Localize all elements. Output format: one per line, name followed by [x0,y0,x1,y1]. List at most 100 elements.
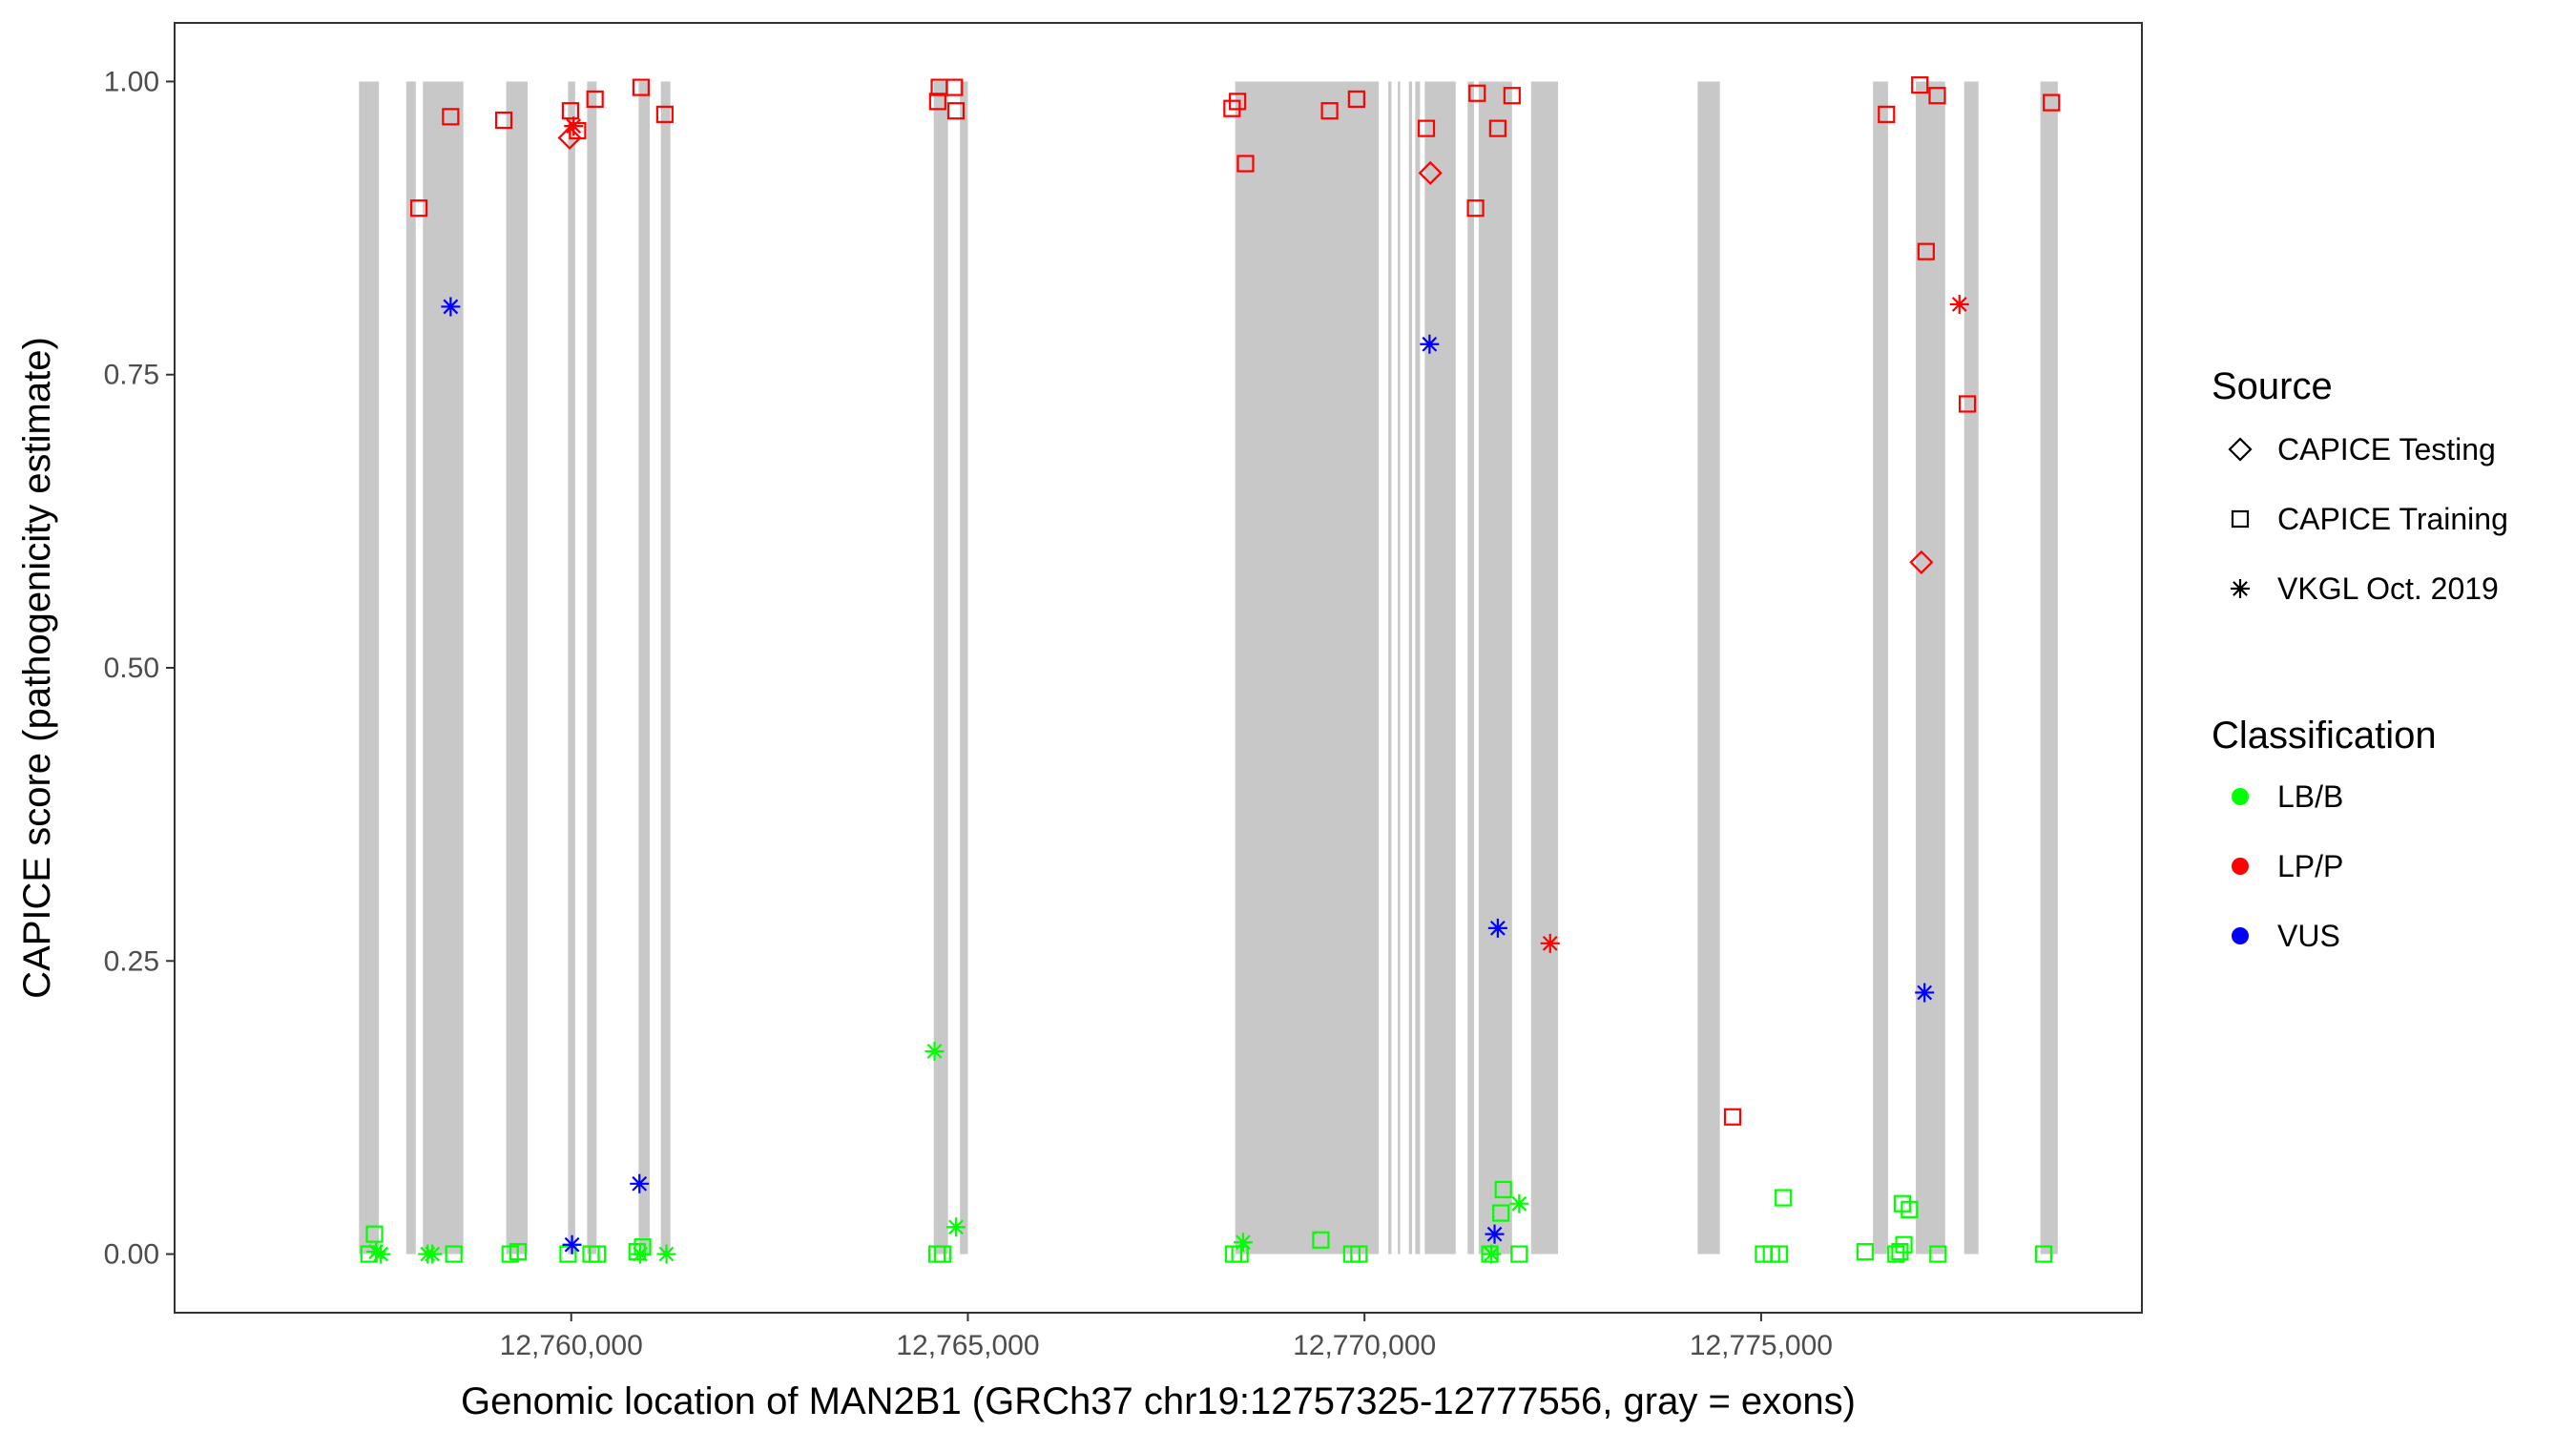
legend-source-key [2231,509,2250,529]
data-point [1510,1245,1528,1263]
legend-classification-title: Classification [2212,715,2437,757]
legend-source-key [2231,579,2250,598]
data-point [1895,1235,1913,1254]
square-marker [632,78,650,96]
asterisk-marker [924,1041,945,1061]
plot-panel-border [174,22,2143,1314]
data-point [1928,87,1946,105]
exon-band [1478,81,1512,1255]
square-marker [1895,1235,1913,1254]
legend-source-label: VKGL Oct. 2019 [2277,571,2499,606]
data-point [933,1245,951,1263]
exon-band [587,81,597,1255]
square-marker [1350,1245,1368,1263]
data-point [586,90,604,108]
asterisk-marker [1915,983,1935,1003]
data-point [1509,1193,1529,1213]
diamond-marker [1909,550,1934,574]
legend-source-key [2228,437,2253,462]
data-point [562,1234,582,1255]
square-marker [1229,93,1247,111]
square-marker [1236,155,1255,173]
data-point [630,1173,650,1193]
exon-band [2040,81,2058,1255]
exon-band [568,81,575,1255]
data-point [445,1245,463,1263]
asterisk-marker [631,1244,651,1264]
data-point [1492,1204,1510,1222]
legend-class-key [2232,788,2249,805]
data-point [945,78,964,96]
data-point [656,1244,676,1264]
exon-band [638,81,651,1255]
legend-source-label: CAPICE Training [2277,502,2508,536]
legend-source-label: CAPICE Testing [2277,432,2496,467]
data-point [1911,76,1929,94]
square-marker [1911,76,1929,94]
data-point [1417,119,1436,137]
asterisk-marker [1509,1193,1529,1213]
data-point [1893,1194,1912,1213]
legend: Source CAPICE Testing CAPICE Training VKGL… [2212,365,2508,953]
legend-class-key [2232,927,2249,944]
asterisk-marker [441,297,461,317]
data-point [1312,1231,1330,1249]
data-point [1540,933,1560,953]
y-tick-label: 0.25 [104,945,159,977]
data-point [2043,93,2061,112]
exon-band [405,81,416,1255]
data-point [1878,105,1896,123]
exon-band [960,81,968,1255]
data-point [1487,918,1507,938]
data-point [365,1225,384,1243]
y-tick-label: 0.50 [104,653,159,684]
exon-band [1873,81,1888,1255]
data-point [1929,1245,1947,1263]
y-tick-label: 1.00 [104,66,159,97]
x-axis: 12,760,000 12,765,000 12,770,000 12,775,000 [500,1313,1833,1361]
square-marker [559,1245,577,1263]
data-point [946,102,966,120]
data-point [1485,1224,1505,1244]
data-points [360,76,2061,1264]
data-point [1347,90,1365,108]
square-marker [561,102,579,120]
data-point [1958,395,1977,413]
legend-source-title: Source [2212,365,2333,407]
data-point [561,102,579,120]
legend-class-label: LP/P [2277,849,2343,883]
data-point [1917,242,1935,260]
exon-band [1388,81,1392,1255]
exon-band [1398,81,1401,1255]
data-point [509,1242,528,1261]
data-point [1723,1108,1742,1126]
asterisk-marker [564,116,584,136]
exon-band [1916,81,1945,1255]
exon-band [1372,81,1380,1255]
data-point [1229,93,1247,111]
square-marker [1723,1108,1742,1126]
asterisk-marker [562,1234,582,1255]
exon-band [933,81,948,1255]
square-marker [946,102,966,120]
data-point [1233,1233,1253,1253]
x-axis-title: Genomic location of MAN2B1 (GRCh37 chr19… [461,1380,1856,1422]
data-point [366,1242,386,1262]
asterisk-marker [945,1217,966,1237]
data-point [409,199,428,218]
asterisk-marker [1420,334,1440,354]
square-marker [2043,93,2061,112]
square-marker [1492,1204,1510,1222]
y-tick-label: 0.00 [104,1239,159,1271]
data-point [2034,1245,2052,1263]
square-marker [2034,1245,2052,1263]
data-point [564,116,584,136]
data-point [1468,84,1486,102]
data-point [655,105,674,123]
data-point [423,1244,443,1264]
data-point [1236,155,1255,173]
exon-band [1235,81,1373,1255]
square-marker [1494,1180,1512,1199]
square-marker [445,1245,463,1263]
